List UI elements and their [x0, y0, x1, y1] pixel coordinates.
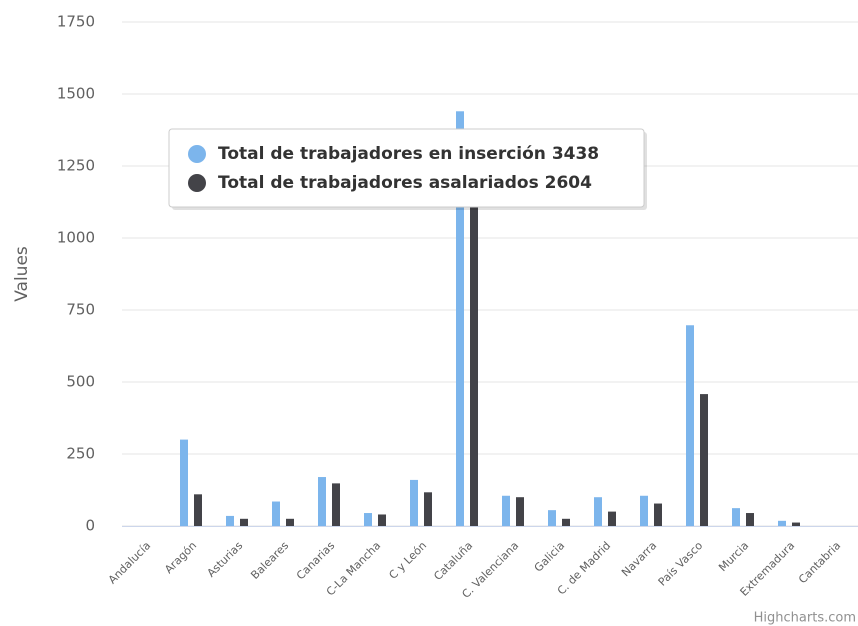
- legend: Total de trabajadores en inserción 3438 T…: [168, 128, 647, 210]
- x-tick-label: Baleares: [248, 539, 291, 582]
- bar: [778, 520, 786, 526]
- y-tick-label: 1000: [57, 229, 95, 247]
- bar: [700, 394, 708, 526]
- bar: [746, 513, 754, 526]
- bar: [654, 503, 662, 526]
- legend-symbol: [188, 174, 206, 192]
- legend-label: Total de trabajadores en inserción 3438: [218, 144, 599, 164]
- bar: [516, 497, 524, 526]
- y-tick-label: 250: [66, 445, 95, 463]
- x-tick-label: Asturias: [205, 539, 246, 580]
- credits[interactable]: Highcharts.com: [754, 611, 856, 626]
- y-tick-label: 0: [85, 517, 95, 535]
- legend-box: [168, 128, 645, 208]
- y-axis-title: Values: [12, 246, 32, 302]
- bar: [732, 508, 740, 526]
- x-tick-label: Aragón: [162, 539, 199, 576]
- bar: [562, 518, 570, 526]
- x-tick-label: Cataluña: [431, 539, 475, 583]
- y-tick-label: 500: [66, 373, 95, 391]
- bar: [424, 492, 432, 526]
- bar: [226, 515, 234, 526]
- y-tick-label: 1250: [57, 157, 95, 175]
- bar: [410, 479, 418, 526]
- x-tick-label: Cantabria: [796, 539, 843, 586]
- bar: [502, 495, 510, 526]
- x-tick-label: C y León: [386, 539, 429, 582]
- bar: [548, 510, 556, 526]
- bar: [364, 513, 372, 526]
- legend-label: Total de trabajadores asalariados 2604: [218, 173, 592, 193]
- x-tick-label: Andalucía: [106, 539, 153, 586]
- y-tick-label: 1750: [57, 13, 95, 31]
- legend-symbol: [188, 145, 206, 163]
- bar: [594, 497, 602, 526]
- bar: [194, 494, 202, 526]
- bar: [332, 483, 340, 526]
- y-tick-label: 1500: [57, 85, 95, 103]
- y-tick-label: 750: [66, 301, 95, 319]
- x-tick-label: Murcia: [716, 539, 751, 574]
- x-tick-label: Navarra: [619, 539, 659, 579]
- bar: [272, 501, 280, 526]
- bar: [470, 131, 478, 527]
- bar: [792, 522, 800, 526]
- bar: [608, 511, 616, 526]
- bar: [456, 111, 464, 526]
- bar: [180, 439, 188, 526]
- x-tick-label: Canarias: [294, 539, 337, 582]
- bar: [286, 518, 294, 526]
- bar: [318, 477, 326, 526]
- bar: [240, 518, 248, 526]
- bar: [686, 325, 694, 526]
- x-tick-label: Galicia: [532, 539, 568, 575]
- x-tick-label: País Vasco: [656, 539, 706, 589]
- bar: [378, 514, 386, 526]
- bar: [640, 495, 648, 526]
